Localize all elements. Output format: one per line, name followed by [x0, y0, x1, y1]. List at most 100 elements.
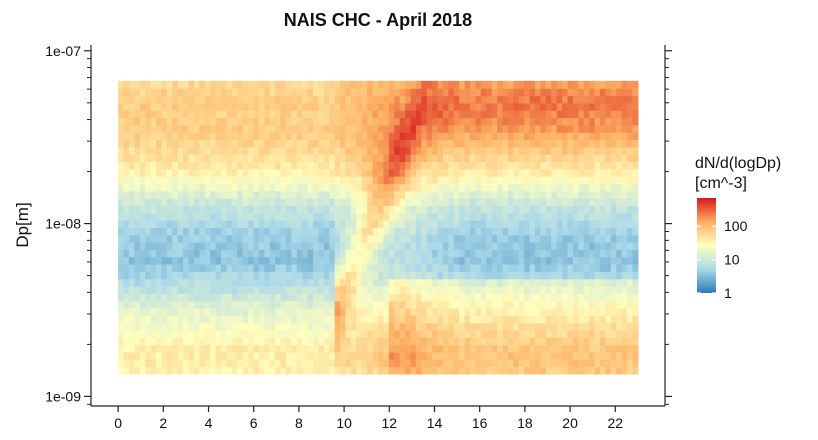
heatmap-cell: [161, 285, 168, 294]
heatmap-cell: [621, 110, 628, 119]
heatmap-cell: [497, 351, 504, 360]
heatmap-cell: [150, 300, 157, 309]
heatmap-cell: [432, 271, 439, 280]
heatmap-cell: [616, 220, 623, 228]
heatmap-cell: [139, 110, 146, 119]
heatmap-cell: [378, 337, 385, 346]
heatmap-cell: [210, 322, 217, 331]
heatmap-cell: [161, 227, 168, 236]
heatmap-cell: [258, 205, 265, 214]
heatmap-cell: [296, 337, 303, 346]
heatmap-cell: [210, 95, 217, 104]
heatmap-cell: [480, 146, 487, 155]
heatmap-cell: [269, 366, 276, 375]
heatmap-cell: [578, 168, 585, 177]
heatmap-cell: [156, 102, 163, 111]
heatmap-cell: [497, 117, 504, 126]
heatmap-cell: [545, 366, 552, 375]
heatmap-cell: [204, 117, 211, 126]
heatmap-cell: [118, 139, 125, 148]
heatmap-cell: [378, 351, 385, 360]
heatmap-cell: [378, 102, 385, 111]
heatmap-cell: [302, 263, 309, 272]
heatmap-cell: [437, 117, 444, 126]
heatmap-cell: [334, 329, 341, 338]
heatmap-cell: [139, 161, 146, 170]
heatmap-cell: [248, 198, 255, 206]
heatmap-cell: [264, 205, 271, 214]
heatmap-cell: [275, 366, 282, 375]
heatmap-cell: [616, 278, 623, 287]
heatmap-cell: [296, 146, 303, 155]
heatmap-cell: [405, 198, 412, 206]
heatmap-cell: [350, 344, 357, 353]
heatmap-cell: [323, 176, 330, 184]
heatmap-cell: [231, 198, 238, 206]
heatmap-cell: [583, 234, 590, 243]
heatmap-cell: [269, 95, 276, 104]
heatmap-cell: [545, 271, 552, 280]
heatmap-cell: [220, 227, 227, 236]
heatmap-cell: [383, 95, 390, 104]
heatmap-cell: [545, 344, 552, 353]
heatmap-cell: [442, 366, 449, 375]
heatmap-cell: [329, 146, 336, 155]
heatmap-cell: [518, 329, 525, 338]
heatmap-cell: [388, 366, 395, 375]
heatmap-cell: [264, 234, 271, 243]
heatmap-cell: [556, 278, 563, 287]
heatmap-cell: [350, 307, 357, 316]
heatmap-cell: [599, 110, 606, 119]
heatmap-cell: [258, 161, 265, 170]
heatmap-cell: [128, 263, 135, 272]
heatmap-cell: [394, 161, 401, 170]
heatmap-cell: [556, 293, 563, 302]
heatmap-cell: [275, 198, 282, 206]
heatmap-cell: [150, 337, 157, 346]
heatmap-cell: [275, 176, 282, 184]
heatmap-cell: [464, 337, 471, 346]
heatmap-cell: [437, 234, 444, 243]
heatmap-cell: [329, 242, 336, 250]
heatmap-cell: [562, 234, 569, 243]
heatmap-cell: [150, 212, 157, 221]
heatmap-cell: [589, 307, 596, 316]
heatmap-cell: [378, 183, 385, 192]
heatmap-cell: [610, 344, 617, 353]
heatmap-cell: [399, 95, 406, 104]
heatmap-cell: [480, 329, 487, 338]
heatmap-cell: [296, 366, 303, 375]
heatmap-cell: [356, 154, 363, 163]
heatmap-cell: [285, 102, 292, 111]
heatmap-cell: [432, 88, 439, 97]
heatmap-cell: [291, 102, 298, 111]
heatmap-cell: [616, 227, 623, 236]
heatmap-cell: [491, 256, 498, 265]
heatmap-cell: [470, 124, 477, 133]
heatmap-cell: [231, 249, 238, 258]
heatmap-cell: [345, 227, 352, 236]
heatmap-cell: [486, 337, 493, 346]
heatmap-cell: [118, 146, 125, 155]
heatmap-cell: [415, 168, 422, 177]
heatmap-cell: [145, 329, 152, 338]
heatmap-cell: [599, 227, 606, 236]
heatmap-cell: [551, 278, 558, 287]
heatmap-cell: [150, 263, 157, 272]
heatmap-cell: [605, 227, 612, 236]
heatmap-cell: [329, 220, 336, 228]
heatmap-cell: [383, 315, 390, 324]
heatmap-cell: [410, 168, 417, 177]
heatmap-cell: [253, 234, 260, 243]
heatmap-cell: [172, 110, 179, 119]
heatmap-cell: [350, 117, 357, 126]
heatmap-cell: [475, 278, 482, 287]
heatmap-cell: [475, 285, 482, 294]
heatmap-cell: [594, 329, 601, 338]
heatmap-cell: [583, 271, 590, 280]
heatmap-cell: [616, 344, 623, 353]
heatmap-cell: [421, 198, 428, 206]
heatmap-cell: [145, 80, 152, 89]
heatmap-cell: [172, 88, 179, 97]
heatmap-cell: [529, 278, 536, 287]
